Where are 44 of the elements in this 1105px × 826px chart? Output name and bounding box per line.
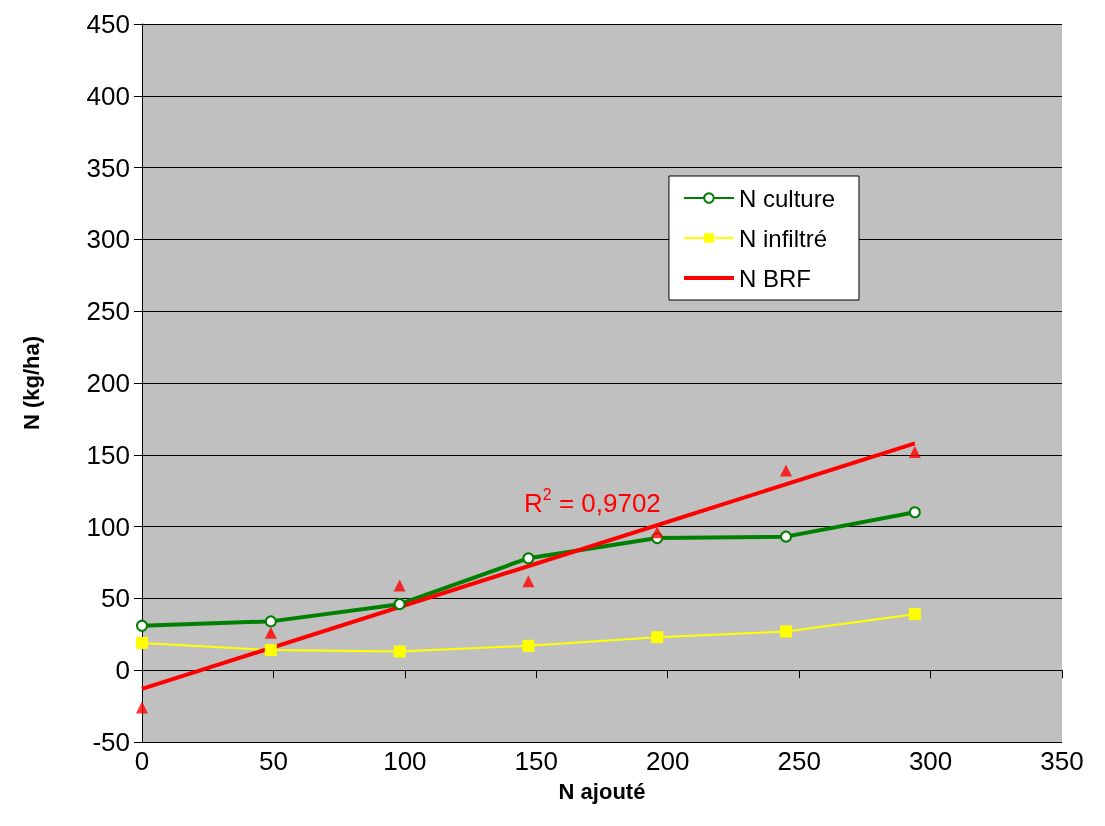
y-tick-label: 250: [86, 296, 130, 327]
point: [264, 644, 277, 657]
point: [908, 506, 921, 519]
point: [908, 608, 921, 621]
point: [264, 626, 277, 639]
x-tick-label: 100: [383, 746, 427, 776]
y-tick-label: 350: [86, 152, 130, 183]
y-tick-label: 400: [86, 80, 130, 111]
legend-label: N BRF: [738, 264, 811, 292]
point: [780, 530, 792, 543]
point: [780, 464, 792, 477]
point: [136, 619, 148, 632]
point: [393, 579, 406, 592]
point: [651, 631, 664, 644]
x-tick-label: 0: [134, 746, 150, 776]
y-axis-title: N (kg/ha): [18, 335, 44, 431]
point: [522, 639, 535, 652]
legend-label: N culture: [738, 184, 836, 212]
x-tick-label: 350: [1040, 746, 1084, 776]
x-tick-label: 150: [514, 746, 558, 776]
y-tick-label: 0: [115, 655, 130, 686]
x-tick-label: 300: [908, 746, 953, 776]
point: [522, 575, 535, 588]
y-tick-label: 150: [86, 439, 130, 470]
y-tick-label: 300: [86, 224, 130, 255]
point: [651, 526, 664, 539]
point: [393, 645, 406, 658]
point: [136, 636, 148, 649]
x-tick-label: 200: [646, 746, 690, 776]
point: [908, 445, 921, 458]
legend-label: N infiltré: [738, 224, 827, 252]
x-tick-label: 250: [777, 746, 821, 776]
x-axis-title: N ajouté: [558, 779, 646, 805]
x-tick-label: 50: [258, 746, 288, 776]
point: [136, 701, 148, 714]
point: [264, 615, 277, 628]
point: [393, 598, 406, 611]
point: [780, 625, 792, 638]
y-tick-label: 200: [86, 368, 130, 398]
point: [522, 552, 535, 565]
y-tick-label: -50: [92, 727, 130, 757]
y-tick-label: 50: [101, 583, 130, 614]
y-tick-label: 100: [86, 511, 130, 542]
y-tick-label: 450: [86, 9, 130, 39]
